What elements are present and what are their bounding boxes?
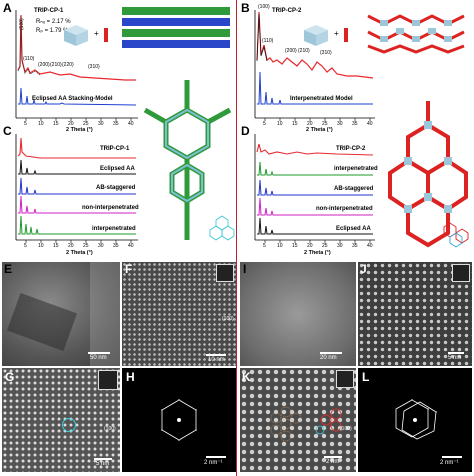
- model-label-b: Interpenetrated Model: [290, 96, 353, 102]
- hrtem-image-k: [240, 368, 356, 472]
- fft-inset-k: [336, 370, 354, 388]
- peak-label-a-110: (110): [23, 56, 35, 62]
- trace-label-d-4: Eclipsed AA: [336, 226, 371, 232]
- panel-label-b: B: [241, 1, 250, 15]
- scale-bar-j: [448, 352, 464, 354]
- scale-bar-i: [320, 352, 342, 354]
- scale-text-f: 10 nm: [208, 357, 225, 363]
- scale-text-j: 5 nm: [448, 355, 462, 361]
- plane-label-g: (100): [104, 426, 116, 432]
- xrd-plot-d: [254, 134, 375, 243]
- panel-label-f: F: [125, 262, 133, 276]
- xrd-plot-c: [15, 134, 138, 243]
- rwp-value-a: Rₙᵤ = 2.17 %: [36, 19, 71, 25]
- scale-bar-e: [88, 352, 110, 354]
- scale-text-l: 2 nm⁻¹: [440, 460, 459, 466]
- sample-name-a: TRIP-CP-1: [34, 8, 64, 14]
- fft-image-l: [358, 368, 472, 472]
- svg-text:+: +: [334, 29, 339, 38]
- scale-text-e: 50 nm: [90, 355, 107, 361]
- panel-label-e: E: [4, 262, 13, 276]
- panel-label-l: L: [362, 370, 370, 384]
- peak-label-a-220: (220): [62, 62, 74, 68]
- fft-inset-f: [216, 264, 234, 282]
- peak-label-b-210: (210): [298, 48, 310, 54]
- scale-text-g: 5 nm: [96, 461, 110, 467]
- trace-label-d-0: TRIP-CP-2: [336, 146, 366, 152]
- panel-label-d: D: [241, 124, 250, 138]
- xrd-plot-a: [15, 10, 138, 121]
- scale-text-i: 20 nm: [320, 355, 337, 361]
- scale-text-h: 2 nm⁻¹: [204, 460, 223, 466]
- plane-label-f: (100): [222, 316, 234, 322]
- trace-label-c-2: AB-staggered: [96, 185, 136, 191]
- peak-label-b-310: (310): [320, 50, 332, 56]
- framework-structure-d: [388, 101, 469, 248]
- scale-bar-l: [442, 456, 462, 458]
- scale-bar-f: [206, 354, 226, 356]
- peak-label-a-100: (100): [19, 18, 25, 30]
- panel-divider: [236, 0, 237, 476]
- panel-label-i: I: [243, 262, 247, 276]
- trace-label-c-0: TRIP-CP-1: [100, 146, 130, 152]
- monomer-cube-icon-a: +: [64, 25, 108, 46]
- fft-inset-j: [452, 264, 470, 282]
- trace-label-d-1: interpenetrated: [334, 166, 378, 172]
- rp-value-a: Rₚ = 1.79 %: [36, 28, 69, 34]
- xlabel-b: 2 Theta (°): [306, 127, 333, 133]
- trace-label-c-3: non-interpenetrated: [82, 205, 139, 211]
- monomer-cube-icon-b: +: [304, 25, 348, 46]
- panel-label-h: H: [126, 370, 135, 384]
- scale-bar-k: [324, 456, 342, 458]
- peak-label-a-310: (310): [88, 64, 100, 70]
- trace-label-c-4: interpenetrated: [92, 226, 136, 232]
- xlabel-a: 2 Theta (°): [66, 127, 93, 133]
- framework-structure-a: [143, 80, 235, 241]
- panel-label-g: G: [5, 370, 15, 384]
- scale-bar-g: [94, 458, 112, 460]
- sample-name-b: TRIP-CP-2: [272, 8, 302, 14]
- xlabel-d: 2 Theta (°): [304, 250, 331, 256]
- peak-label-a-200: (200): [38, 62, 50, 68]
- panel-label-k: K: [242, 370, 251, 384]
- peak-label-a-210: (210): [50, 62, 62, 68]
- model-label-a: Eclipsed AA Stacking-Model: [32, 96, 113, 102]
- layer-stacking-model-a: [122, 5, 230, 53]
- svg-text:+: +: [94, 29, 99, 38]
- tem-image-i: [240, 262, 356, 366]
- fft-image-h: [122, 368, 236, 472]
- peak-label-b-100: (100): [258, 4, 270, 10]
- trace-label-d-2: AB-staggered: [334, 186, 374, 192]
- trace-label-d-3: non-interpenetrated: [316, 206, 373, 212]
- panel-label-a: A: [3, 1, 12, 15]
- scale-text-k: 2 nm: [326, 459, 340, 465]
- panel-label-c: C: [3, 124, 12, 138]
- trace-label-c-1: Eclipsed AA: [100, 166, 135, 172]
- panel-label-j: J: [360, 262, 367, 276]
- scale-bar-h: [206, 456, 226, 458]
- fft-inset-g: [98, 370, 118, 390]
- xlabel-c: 2 Theta (°): [66, 250, 93, 256]
- interpenetrated-layer-model-b: [367, 14, 465, 54]
- tem-image-e: [2, 262, 120, 366]
- peak-label-b-110: (110): [262, 38, 274, 44]
- plane-label-k: (100): [340, 426, 352, 432]
- peak-label-b-200: (200): [285, 48, 297, 54]
- xrd-plot-b: [254, 10, 375, 121]
